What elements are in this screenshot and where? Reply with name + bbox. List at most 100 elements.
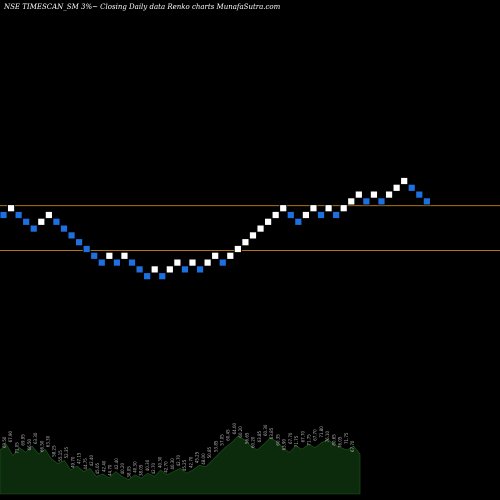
price-label: 44.75	[83, 458, 88, 470]
price-label: 67.70	[288, 432, 293, 444]
price-label: 42.70	[188, 456, 193, 468]
up-brick	[271, 211, 280, 219]
up-brick	[37, 217, 46, 226]
price-label: 69.95	[21, 434, 26, 446]
up-brick	[249, 231, 257, 240]
price-label: 40.30	[170, 458, 175, 470]
down-brick	[82, 245, 91, 253]
price-label: 64.00	[232, 422, 237, 434]
price-label: 67.70	[350, 440, 355, 452]
price-label: 49.70	[70, 456, 75, 468]
price-label: 71.80	[319, 426, 324, 438]
down-brick	[14, 211, 23, 219]
chart-title: NSE TIMESCAN_SM 3%~ Closing Daily data R…	[3, 3, 281, 11]
price-label: 58.25	[52, 445, 57, 457]
price-label: 66.50	[39, 440, 44, 452]
up-brick	[241, 238, 250, 247]
down-brick	[407, 183, 416, 192]
price-label: 38.05	[139, 464, 144, 476]
price-label: 71.05	[14, 442, 19, 454]
price-label: 69.50	[2, 436, 7, 448]
price-label: 76.10	[325, 430, 330, 442]
up-brick	[44, 211, 53, 219]
price-label: 55.15	[58, 450, 63, 462]
down-brick	[181, 265, 189, 274]
down-brick	[415, 190, 424, 199]
down-brick	[67, 231, 76, 240]
up-brick	[173, 258, 182, 267]
down-brick	[128, 258, 136, 267]
price-label: 56.65	[244, 432, 249, 444]
price-label: 45.25	[195, 451, 200, 463]
up-brick	[370, 190, 378, 199]
up-brick	[105, 251, 114, 260]
price-label: 53.85	[213, 440, 218, 452]
down-brick	[0, 211, 8, 219]
price-label: 63.30	[33, 432, 38, 444]
price-label: 40.30	[133, 461, 138, 473]
price-label: 45.05	[95, 462, 100, 474]
up-brick	[301, 211, 310, 219]
up-brick	[392, 183, 401, 192]
down-brick	[294, 217, 303, 226]
down-brick	[29, 224, 38, 233]
price-label: 63.30	[46, 435, 51, 447]
up-brick	[188, 258, 197, 267]
down-brick	[317, 211, 325, 219]
price-label: 60.35	[275, 434, 280, 446]
down-brick	[332, 211, 341, 219]
down-brick	[377, 197, 386, 206]
price-label: 60.30	[263, 424, 268, 436]
price-label: 57.05	[220, 434, 225, 446]
price-label: 63.90	[282, 438, 287, 450]
price-label: 60.20	[251, 436, 256, 448]
price-label: 48.00	[201, 453, 206, 465]
down-brick	[60, 224, 68, 233]
up-brick	[165, 265, 174, 274]
price-label: 42.40	[114, 458, 119, 470]
price-label: 40.20	[120, 462, 125, 474]
price-label: 52.35	[64, 446, 69, 458]
price-label: 50.85	[207, 446, 212, 458]
down-brick	[22, 217, 31, 226]
up-brick	[400, 177, 409, 185]
price-label: 38.05	[126, 466, 131, 478]
price-label: 67.70	[300, 430, 305, 442]
down-brick	[218, 258, 227, 267]
price-label: 42.40	[101, 460, 106, 472]
up-brick	[150, 265, 159, 274]
down-brick	[158, 272, 167, 281]
volume-area-path	[0, 436, 361, 495]
up-brick	[264, 217, 273, 226]
down-brick	[52, 217, 61, 226]
up-brick	[233, 245, 242, 253]
down-brick	[75, 238, 83, 247]
price-label: 67.70	[313, 429, 318, 441]
price-label: 63.85	[269, 427, 274, 439]
down-brick	[90, 251, 99, 260]
price-label: 67.90	[8, 430, 13, 442]
down-brick	[422, 197, 431, 206]
price-label: 42.70	[164, 461, 169, 473]
down-brick	[362, 197, 371, 206]
price-label: 47.15	[77, 452, 82, 464]
price-label: 80.65	[331, 434, 336, 446]
volume-area	[0, 436, 361, 495]
price-label: 60.20	[238, 426, 243, 438]
down-brick	[196, 265, 204, 274]
price-label: 40.30	[145, 459, 150, 471]
up-brick	[309, 204, 318, 213]
price-label: 76.05	[338, 436, 343, 448]
price-label: 60.45	[226, 429, 231, 441]
price-label: 42.70	[176, 454, 181, 466]
price-label: 45.25	[182, 459, 187, 471]
renko-bricks	[0, 177, 431, 281]
down-brick	[143, 272, 152, 281]
down-brick	[135, 265, 144, 274]
up-brick	[279, 204, 288, 213]
down-brick	[286, 211, 295, 219]
up-brick	[226, 251, 235, 260]
